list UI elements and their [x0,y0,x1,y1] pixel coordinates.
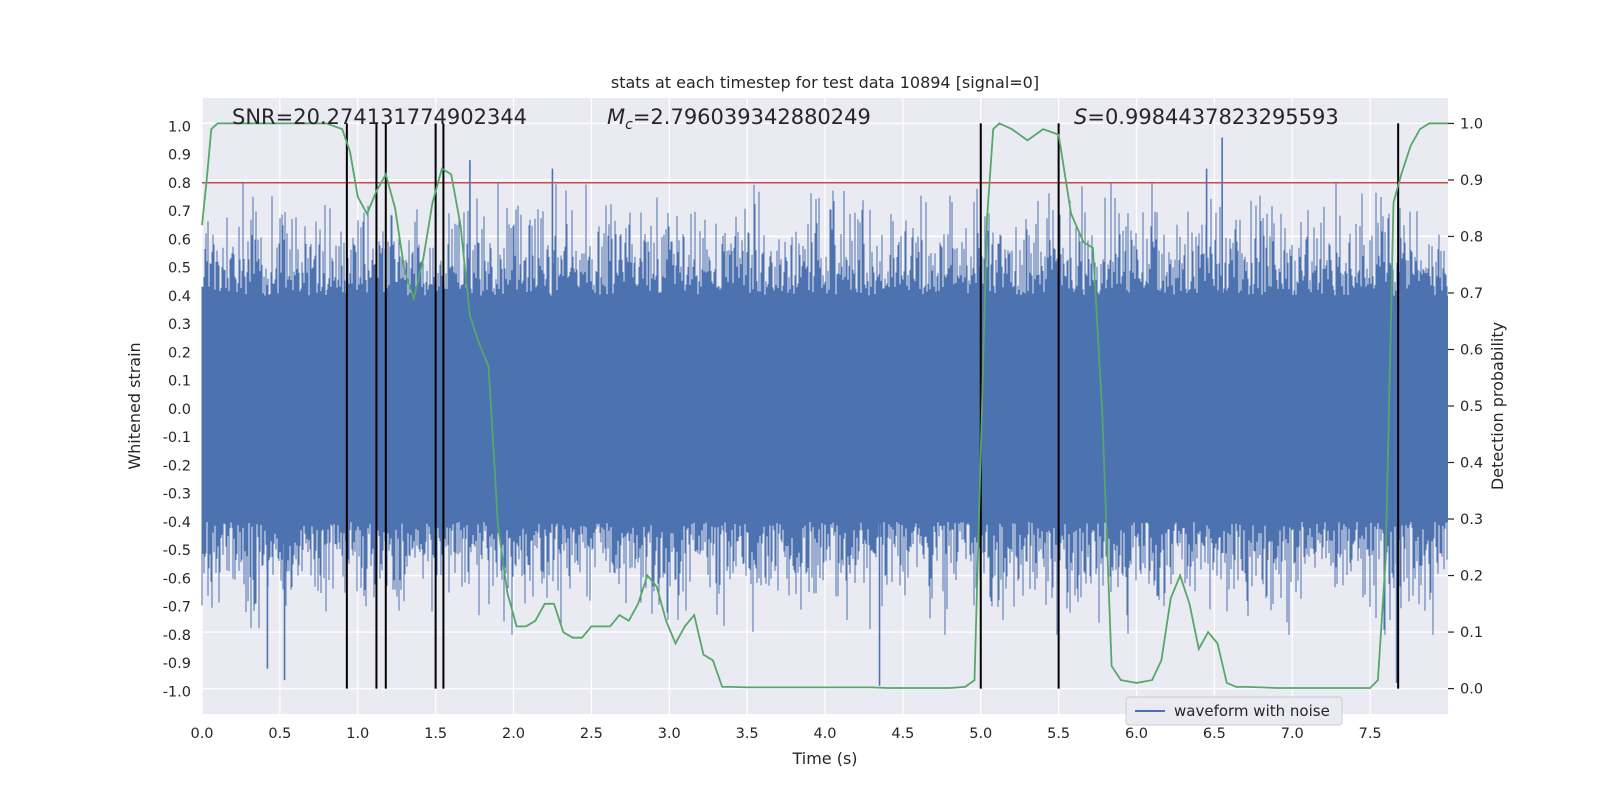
mc-value: =2.796039342880249 [633,105,871,129]
x-tick-label: 4.0 [813,726,836,742]
left-axis-label: Whitened strain [125,342,144,469]
right-axis-label: Detection probability [1488,322,1507,490]
legend-label: waveform with noise [1174,702,1330,720]
legend-box [1125,696,1343,726]
x-tick-label: 3.5 [736,726,759,742]
right-tick-label: 0.8 [1460,229,1483,245]
detection-probability-line [201,122,1448,689]
x-tick-label: 5.5 [1047,726,1070,742]
left-tick-label: -0.1 [163,430,191,446]
x-tick-label: 0.5 [268,726,291,742]
s-symbol: S [1074,105,1087,129]
left-tick-label: -0.8 [163,628,191,644]
right-tick-label: 0.6 [1460,342,1483,358]
left-tick-label: -0.7 [163,600,191,616]
x-tick-label: 6.5 [1203,726,1226,742]
right-tick-label: 0.2 [1460,569,1483,585]
waveform-trace [201,182,1448,635]
left-tick-label: 0.4 [168,289,191,305]
x-tick-label: 7.5 [1359,726,1382,742]
mc-symbol: M [607,105,625,129]
left-tick-label: -0.2 [163,458,191,474]
left-tick-label: 1.0 [168,119,191,135]
chart-title: stats at each timestep for test data 108… [611,73,1039,92]
x-axis-label: Time (s) [791,749,857,768]
right-tick-label: 0.5 [1460,399,1483,415]
s-value: =0.9984437823295593 [1087,105,1338,129]
snr-score-annotation: S=0.9984437823295593 [1074,105,1339,129]
right-tick-label: 0.4 [1460,456,1483,472]
legend: waveform with noise [1125,696,1343,726]
left-tick-label: -1.0 [163,684,191,700]
left-tick-label: -0.4 [163,515,191,531]
right-tick-label: 0.9 [1460,173,1483,189]
x-tick-label: 1.5 [424,726,447,742]
left-tick-label: 0.0 [168,402,191,418]
x-axis-ticks: 0.0 0.5 1.0 1.5 2.0 2.5 3.0 3.5 4.0 4.5 5.0 5.5 6.0 6… [190,726,1381,742]
vertical-markers [345,123,1400,689]
chirp-mass-annotation: Mc=2.796039342880249 [607,105,871,133]
x-tick-label: 7.0 [1281,726,1304,742]
left-tick-label: -0.5 [163,543,191,559]
waveform-series [201,137,1448,686]
right-tick-label: 1.0 [1460,116,1483,132]
left-axis-ticks: 1.0 0.9 0.8 0.7 0.6 0.5 0.4 0.3 0.2 0.1 0.0 -0.1 -0.… [163,119,191,700]
left-tick-label: 0.9 [168,148,191,164]
left-tick-label: 0.2 [168,345,191,361]
right-tick-label: 0.1 [1460,625,1483,641]
left-tick-label: -0.3 [163,487,191,503]
snr-annotation: SNR=20.274131774902344 [232,105,527,129]
x-tick-label: 2.5 [580,726,603,742]
left-tick-label: 0.1 [168,374,191,390]
x-tick-label: 2.0 [502,726,525,742]
x-tick-label: 1.0 [346,726,369,742]
x-tick-label: 0.0 [190,726,213,742]
left-tick-label: 0.7 [168,204,191,220]
left-tick-label: 0.6 [168,232,191,248]
left-tick-label: -0.6 [163,571,191,587]
right-axis-ticks: 1.0 0.9 0.8 0.7 0.6 0.5 0.4 0.3 0.2 0.1 0.0 [1448,116,1483,698]
mc-subscript: c [625,117,633,133]
left-tick-label: -0.9 [163,656,191,672]
x-tick-label: 3.0 [658,726,681,742]
x-tick-label: 5.0 [969,726,992,742]
left-tick-label: 0.5 [168,261,191,277]
left-tick-label: 0.8 [168,176,191,192]
right-tick-label: 0.3 [1460,512,1483,528]
right-tick-label: 0.7 [1460,286,1483,302]
right-tick-label: 0.0 [1460,682,1483,698]
left-tick-label: 0.3 [168,317,191,333]
x-tick-label: 6.0 [1125,726,1148,742]
x-tick-label: 4.5 [891,726,914,742]
